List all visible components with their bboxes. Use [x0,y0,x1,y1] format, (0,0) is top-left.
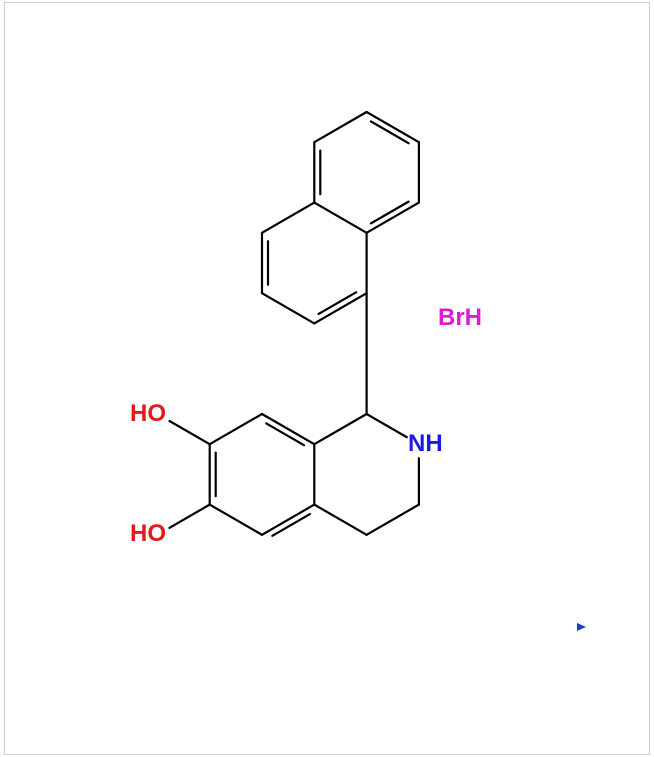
atom-label-hbr: BrH [438,306,482,330]
molecule-svg [0,0,654,757]
atom-label-oh-upper: HO [130,402,166,426]
atom-label-oh-lower: HO [130,522,166,546]
figure-canvas: NH HO HO BrH [0,0,654,757]
atom-label-nitrogen: NH [408,432,443,456]
play-icon[interactable] [577,623,586,631]
